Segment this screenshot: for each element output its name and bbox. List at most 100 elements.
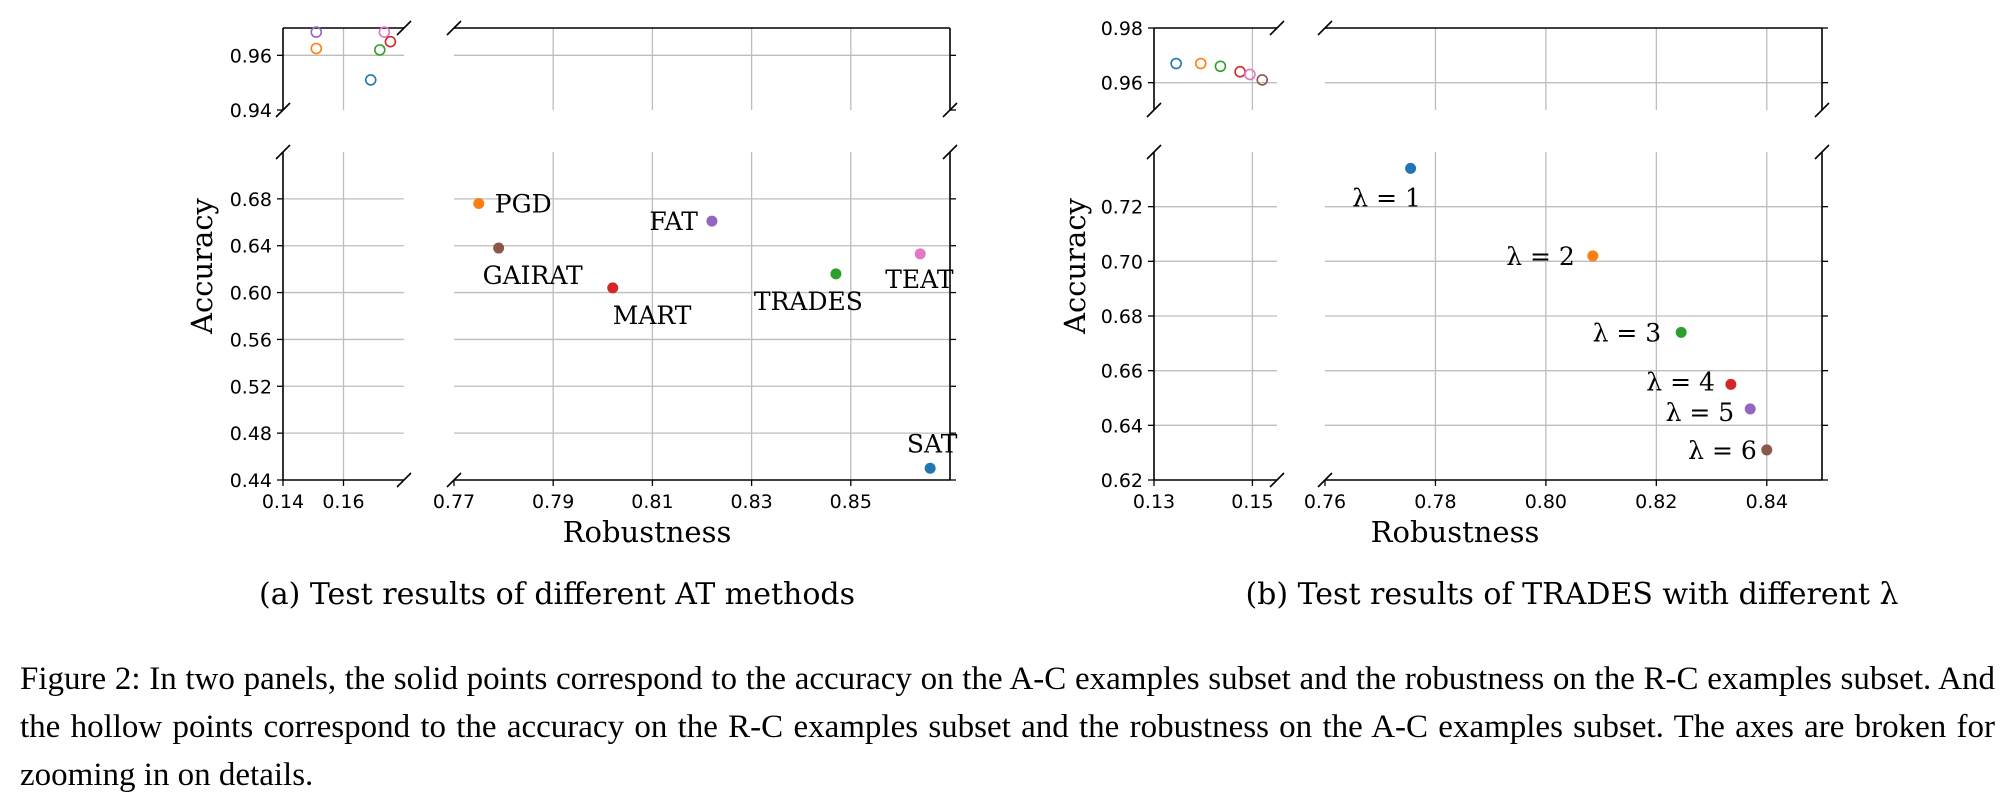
axis-break-mark (396, 20, 412, 36)
hollow-point (1170, 57, 1182, 70)
axis-break-mark (1814, 102, 1830, 118)
solid-point (1405, 162, 1417, 174)
point-label: SAT (907, 429, 958, 458)
hollow-point (1256, 74, 1269, 86)
x-tick-label: 0.83 (730, 491, 772, 513)
axis-break-mark (942, 144, 958, 160)
figure-caption: Figure 2: In two panels, the solid point… (20, 661, 1995, 793)
subcaption: (b) Test results of TRADES with differen… (1245, 577, 1898, 610)
point-label: λ = 1 (1352, 183, 1421, 212)
hollow-point (384, 35, 397, 48)
hollow-point (373, 44, 386, 56)
axis-break-mark (275, 144, 291, 160)
axis-break-mark (1146, 144, 1162, 160)
point-label: FAT (649, 207, 698, 236)
solid-point (473, 198, 485, 210)
y-tick-label: 0.96 (1101, 73, 1143, 95)
point-label: TEAT (885, 265, 954, 294)
x-tick-label: 0.82 (1635, 491, 1677, 513)
figure: 0.94 0.96 0.44 0.48 0.52 0.56 0.60 0.64 0.68 0.14… (185, 18, 1899, 610)
y-tick-label: 0.68 (1101, 306, 1143, 328)
hollow-point (310, 26, 323, 38)
y-tick-label: 0.64 (1101, 415, 1143, 437)
plot-area: 0.44 0.48 0.52 0.56 0.60 0.64 0.68 0.14 0.16 (230, 152, 404, 513)
x-tick-label: 0.16 (322, 491, 364, 513)
x-tick-label: 0.78 (1414, 491, 1456, 513)
point-label: MART (613, 301, 692, 330)
solid-point (607, 282, 619, 294)
y-tick-label: 0.68 (230, 189, 272, 211)
x-tick-label: 0.76 (1304, 491, 1346, 513)
axis-break-mark (942, 102, 958, 118)
solid-point (1744, 403, 1756, 415)
y-tick-label: 0.96 (230, 45, 272, 67)
y-tick-label: 0.44 (230, 470, 272, 492)
solid-point (1587, 250, 1599, 262)
plot-area (454, 27, 956, 111)
x-tick-label: 0.81 (631, 491, 673, 513)
chart-panel-a: 0.94 0.96 0.44 0.48 0.52 0.56 0.60 0.64 0.68 0.14… (185, 20, 958, 610)
plot-area: 0.76 0.78 0.80 0.82 0.84 (1304, 152, 1828, 513)
x-tick-label: 0.80 (1525, 491, 1567, 513)
solid-point (1761, 444, 1773, 456)
hollow-point (310, 42, 323, 55)
y-tick-label: 0.98 (1101, 18, 1143, 40)
solid-point (914, 248, 926, 260)
point-label: TRADES (754, 287, 863, 316)
solid-point (830, 268, 842, 280)
y-tick-label: 0.72 (1101, 197, 1143, 219)
axis-break-mark (1814, 144, 1830, 160)
hollow-point (1194, 57, 1207, 70)
hollow-point (1214, 60, 1227, 73)
y-tick-label: 0.64 (230, 236, 272, 258)
solid-point (493, 242, 505, 254)
y-tick-label: 0.52 (230, 376, 272, 398)
x-tick-label: 0.13 (1133, 491, 1175, 513)
plot-area: 0.77 0.79 0.81 0.83 0.85 (433, 152, 956, 513)
hollow-point (1234, 65, 1246, 78)
point-label: λ = 3 (1593, 318, 1662, 347)
point-label: λ = 5 (1666, 398, 1735, 427)
y-tick-label: 0.94 (230, 100, 272, 122)
x-axis-label: Robustness (563, 515, 732, 549)
point-label: λ = 4 (1646, 367, 1715, 396)
subcaption: (a) Test results of different AT methods (259, 577, 855, 610)
axis-break-mark (1269, 472, 1285, 488)
x-tick-label: 0.84 (1746, 491, 1788, 513)
plot-area (1325, 27, 1828, 110)
solid-point (1675, 326, 1687, 338)
axis-break-mark (446, 472, 462, 488)
x-tick-label: 0.79 (532, 491, 574, 513)
point-label: GAIRAT (483, 261, 583, 290)
point-label: λ = 6 (1688, 436, 1757, 465)
axis-break-mark (1146, 102, 1162, 118)
axis-break-mark (396, 472, 412, 488)
x-axis-label: Robustness (1371, 515, 1540, 549)
axis-break-mark (1269, 20, 1285, 36)
axis-break-marks (1146, 20, 1830, 488)
x-tick-label: 0.77 (433, 491, 475, 513)
axis-break-mark (446, 20, 462, 36)
axis-break-marks (275, 20, 958, 488)
plot-area: 0.96 0.98 (1101, 18, 1277, 110)
chart-panel-b: 0.96 0.98 0.62 0.64 0.66 0.68 0.70 0.72 0.13 0.15… (1058, 18, 1899, 610)
solid-point (706, 215, 718, 227)
x-tick-label: 0.14 (262, 491, 304, 513)
x-tick-label: 0.15 (1231, 491, 1273, 513)
axis-break-mark (1317, 20, 1333, 36)
y-tick-label: 0.70 (1101, 251, 1143, 273)
point-label: PGD (495, 190, 552, 219)
hollow-point (1244, 68, 1256, 81)
y-axis-label: Accuracy (1058, 197, 1092, 334)
hollow-point (378, 26, 391, 38)
y-tick-label: 0.62 (1101, 470, 1143, 492)
axis-break-mark (275, 102, 291, 118)
point-label: λ = 2 (1506, 242, 1575, 271)
plot-area: 0.62 0.64 0.66 0.68 0.70 0.72 0.13 0.15 (1101, 152, 1277, 513)
y-tick-label: 0.48 (230, 423, 272, 445)
solid-point (924, 462, 936, 474)
hollow-point (364, 74, 377, 86)
y-tick-label: 0.66 (1101, 361, 1143, 383)
x-tick-label: 0.85 (830, 491, 872, 513)
plot-area: 0.94 0.96 (230, 27, 404, 122)
